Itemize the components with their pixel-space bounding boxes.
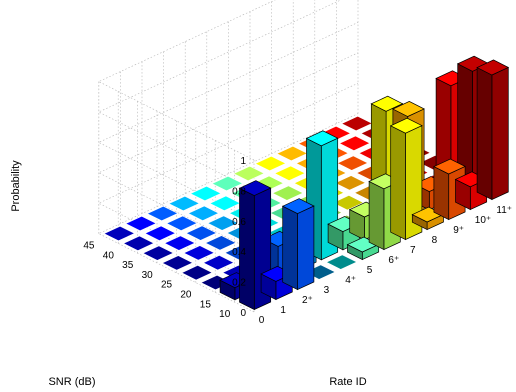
labels-layer: Probability SNR (dB) Rate ID 0 0.2 0.4 0.6 0… xyxy=(10,156,512,388)
bar-face xyxy=(297,205,315,291)
bar-face xyxy=(476,66,493,201)
bar-top xyxy=(281,198,315,214)
snr-tick-label: 35 xyxy=(122,260,134,271)
grid-line xyxy=(98,22,359,222)
floor-tile xyxy=(181,265,213,281)
floor-tile xyxy=(341,115,373,132)
rate-tick-label: 2⁺ xyxy=(302,295,313,306)
bar-top xyxy=(392,101,425,117)
bar-face xyxy=(282,205,298,291)
floor-tile xyxy=(103,225,136,242)
floor-tile xyxy=(276,145,308,162)
z-tick-label: 0.8 xyxy=(232,186,246,197)
floor-tile xyxy=(271,185,304,201)
floor-tile xyxy=(144,225,177,241)
snr-tick-label: 25 xyxy=(161,280,173,291)
snr-tick-label: 45 xyxy=(83,241,95,252)
floor-tile xyxy=(204,235,237,251)
floor-tile xyxy=(187,205,220,221)
floor-tile xyxy=(185,225,218,241)
grid-line xyxy=(98,113,359,313)
bar-top xyxy=(370,95,404,112)
bar xyxy=(281,198,315,291)
grid-line xyxy=(98,0,276,161)
floor-tile xyxy=(166,215,198,231)
z-tick-label: 0.4 xyxy=(232,247,246,258)
floor-tile xyxy=(209,195,241,211)
grid-line xyxy=(98,52,359,252)
floor-tile xyxy=(338,135,371,151)
floor-tile xyxy=(202,255,235,271)
bar-face xyxy=(390,125,406,241)
floor-tile xyxy=(168,195,200,212)
rate-tick-label: 7 xyxy=(410,245,416,256)
grid-layer xyxy=(98,0,359,313)
z-tick-label: 0.2 xyxy=(232,278,246,289)
floor-tile xyxy=(207,215,239,231)
rate-tick-label: 5 xyxy=(367,265,373,276)
floor-tile xyxy=(142,245,174,261)
floor-tile xyxy=(161,255,194,271)
floor-tile xyxy=(334,175,367,191)
bar-face xyxy=(368,180,385,251)
y-axis-label: SNR (dB) xyxy=(48,376,95,388)
rate-tick-label: 9⁺ xyxy=(453,225,464,236)
floor-tile xyxy=(125,215,157,232)
floor-tile xyxy=(163,235,196,251)
z-tick-label: 0 xyxy=(240,308,246,319)
floor-tile xyxy=(336,155,369,171)
floor-tile xyxy=(122,235,155,251)
bar-top xyxy=(238,180,272,196)
floor-tile xyxy=(233,165,265,182)
snr-tick-label: 30 xyxy=(142,270,154,281)
bar-top xyxy=(305,130,339,147)
snr-tick-label: 10 xyxy=(219,309,231,320)
bar-face xyxy=(491,66,509,201)
grid-line xyxy=(98,82,359,282)
snr-tick-label: 15 xyxy=(200,299,212,310)
snr-tick-label: 20 xyxy=(180,290,192,301)
x-axis-label: Rate ID xyxy=(329,376,366,388)
snr-tick-label: 40 xyxy=(103,250,115,261)
z-tick-label: 0.6 xyxy=(232,217,246,228)
bar xyxy=(476,59,510,201)
bar-face xyxy=(433,166,450,221)
rate-tick-label: 10⁺ xyxy=(475,215,491,226)
rate-tick-label: 8 xyxy=(432,235,438,246)
bar-top xyxy=(389,117,423,134)
floor-tile xyxy=(274,165,306,181)
bars-layer xyxy=(219,55,510,311)
bar-top xyxy=(476,59,510,76)
floor-tile xyxy=(325,254,358,270)
floor-tile xyxy=(254,155,287,172)
rate-tick-label: 11⁺ xyxy=(496,205,512,216)
rate-tick-label: 0 xyxy=(259,315,265,326)
bar xyxy=(389,117,423,241)
z-tick-label: 1 xyxy=(240,156,246,167)
rate-tick-label: 1 xyxy=(280,305,286,316)
floor-tile xyxy=(183,245,215,261)
bar-top xyxy=(433,158,466,175)
floor-tile xyxy=(211,175,244,192)
floor-tile xyxy=(146,205,179,222)
rate-tick-label: 6⁺ xyxy=(388,255,399,266)
rate-tick-label: 3 xyxy=(324,285,330,296)
grid-line xyxy=(98,0,342,191)
rate-tick-label: 4⁺ xyxy=(345,275,356,286)
z-axis-label: Probability xyxy=(10,160,22,212)
floor-tile xyxy=(189,185,222,202)
